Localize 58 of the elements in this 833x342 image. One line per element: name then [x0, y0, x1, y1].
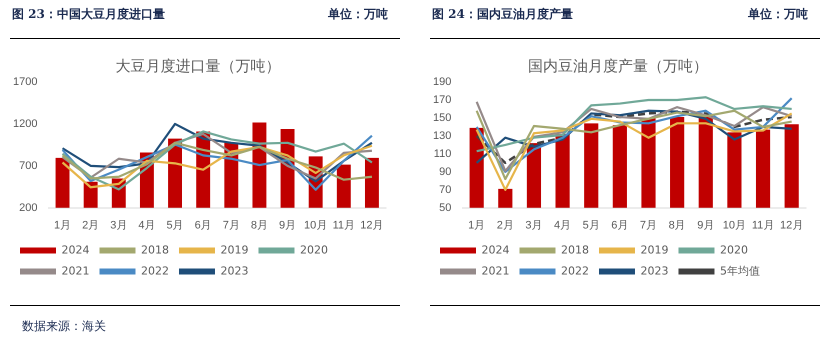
- x-tick-label: 5月: [166, 219, 184, 232]
- y-tick-label: 130: [432, 130, 452, 142]
- x-tick-label: 4月: [554, 219, 572, 232]
- legend-label: 2021: [482, 264, 510, 278]
- text: 单位：万吨: [748, 6, 808, 23]
- y-tick-label: 150: [432, 112, 452, 124]
- x-tick-label: 8月: [250, 219, 268, 232]
- legend-label: 5年均值: [720, 264, 760, 278]
- x-tick-label: 12月: [360, 219, 384, 232]
- x-tick-label: 3月: [525, 219, 543, 232]
- x-tick-label: 10月: [304, 219, 328, 232]
- text: 单位：万吨: [328, 6, 388, 23]
- x-tick-label: 11月: [332, 219, 356, 232]
- chart-subtitle: 国内豆油月度产量（万吨）: [528, 56, 708, 75]
- y-tick-label: 70: [439, 184, 452, 196]
- x-tick-label: 4月: [138, 219, 156, 232]
- x-tick-label: 1月: [468, 219, 486, 232]
- x-tick-label: 11月: [752, 219, 774, 232]
- legend-label: 2023: [220, 264, 248, 278]
- chart-subtitle: 大豆月度进口量（万吨）: [116, 56, 280, 75]
- legend-label: 2024: [62, 243, 90, 256]
- legend-label: 2018: [140, 243, 169, 256]
- legend-label: 2019: [220, 243, 248, 256]
- legend-label: 2024: [482, 243, 510, 256]
- y-tick-label: 90: [439, 166, 452, 178]
- y-tick-label: 1200: [12, 118, 38, 130]
- y-tick-label: 190: [432, 76, 452, 88]
- x-tick-label: 9月: [697, 219, 714, 232]
- x-tick-label: 10月: [722, 219, 746, 232]
- y-tick-label: 50: [439, 202, 452, 214]
- x-tick-label: 5月: [582, 219, 600, 232]
- y-tick-label: 170: [432, 94, 452, 106]
- chart-title: 图 24：国内豆油月度产量: [432, 7, 573, 21]
- legend-label: 2022: [560, 264, 589, 278]
- x-tick-label: 9月: [278, 219, 296, 232]
- x-tick-label: 3月: [110, 219, 128, 232]
- x-tick-label: 2月: [82, 219, 100, 232]
- x-tick-label: 7月: [640, 219, 658, 232]
- legend-label: 2019: [640, 243, 668, 256]
- x-tick-label: 8月: [668, 219, 686, 232]
- legend-label: 2018: [560, 243, 589, 256]
- legend-label: 2022: [140, 264, 169, 278]
- legend-label: 2021: [62, 264, 90, 278]
- y-tick-label: 700: [19, 160, 38, 172]
- legend-label: 2020: [300, 243, 328, 256]
- x-tick-label: 1月: [54, 219, 72, 232]
- y-tick-label: 110: [434, 148, 452, 160]
- y-tick-label: 200: [19, 202, 38, 214]
- source-note: 数据来源：海关: [22, 318, 106, 335]
- x-tick-label: 7月: [222, 219, 240, 232]
- y-tick-label: 1700: [12, 76, 38, 88]
- chart-title: 图 23：中国大豆月度进口量: [12, 7, 165, 21]
- legend-label: 2020: [720, 243, 748, 256]
- x-tick-label: 12月: [780, 219, 804, 232]
- x-tick-label: 6月: [194, 219, 212, 232]
- x-tick-label: 2月: [496, 219, 514, 232]
- legend-label: 2023: [640, 264, 668, 278]
- x-tick-label: 6月: [611, 219, 628, 232]
